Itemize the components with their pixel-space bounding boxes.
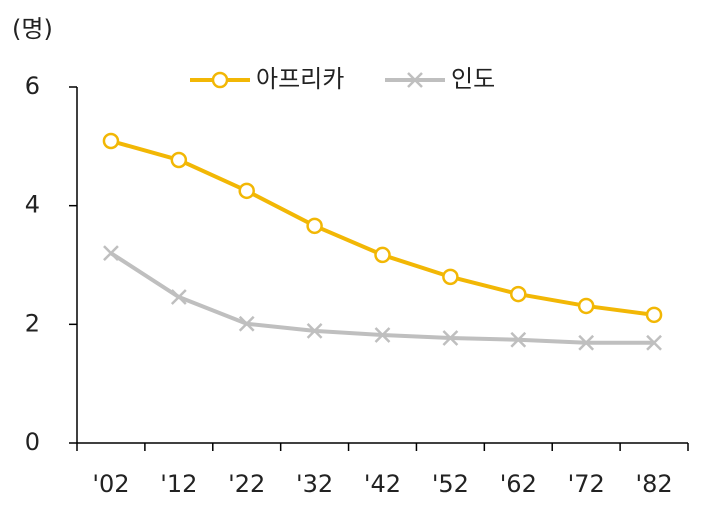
point — [442, 330, 459, 346]
point — [170, 289, 187, 305]
point — [170, 151, 188, 169]
series-line — [110, 139, 655, 317]
point — [103, 245, 119, 262]
point — [306, 322, 323, 339]
point — [510, 331, 527, 348]
x-tick-label: '72 — [568, 470, 605, 498]
x-tick-label: '62 — [500, 470, 537, 498]
point — [102, 132, 120, 150]
legend-marker — [407, 72, 423, 88]
point — [442, 268, 459, 286]
x-tick-label: '02 — [92, 470, 129, 498]
x-tick-label: '82 — [635, 470, 672, 498]
point — [578, 334, 595, 351]
point — [510, 285, 527, 303]
x-tick-label: '52 — [432, 470, 469, 498]
y-tick-label: 0 — [25, 428, 40, 456]
point — [577, 297, 595, 315]
x-tick-label: '12 — [160, 470, 197, 498]
y-tick-label: 2 — [25, 309, 40, 337]
point — [306, 217, 323, 235]
series-line — [109, 251, 655, 345]
legend-label: 아프리카 — [256, 65, 344, 93]
legend-label: 인도 — [451, 65, 495, 93]
x-tick-label: '42 — [364, 470, 401, 498]
point — [238, 182, 255, 200]
x-tick-label: '22 — [228, 470, 265, 498]
y-tick-label: 4 — [25, 191, 40, 219]
legend-marker — [211, 71, 229, 89]
point — [645, 306, 663, 324]
x-tick-label: '32 — [296, 470, 333, 498]
y-tick-label: 6 — [25, 72, 40, 100]
point — [238, 315, 255, 332]
point — [374, 246, 391, 264]
y-axis-label: (명) — [12, 15, 53, 43]
point — [374, 327, 391, 343]
point — [646, 334, 662, 351]
